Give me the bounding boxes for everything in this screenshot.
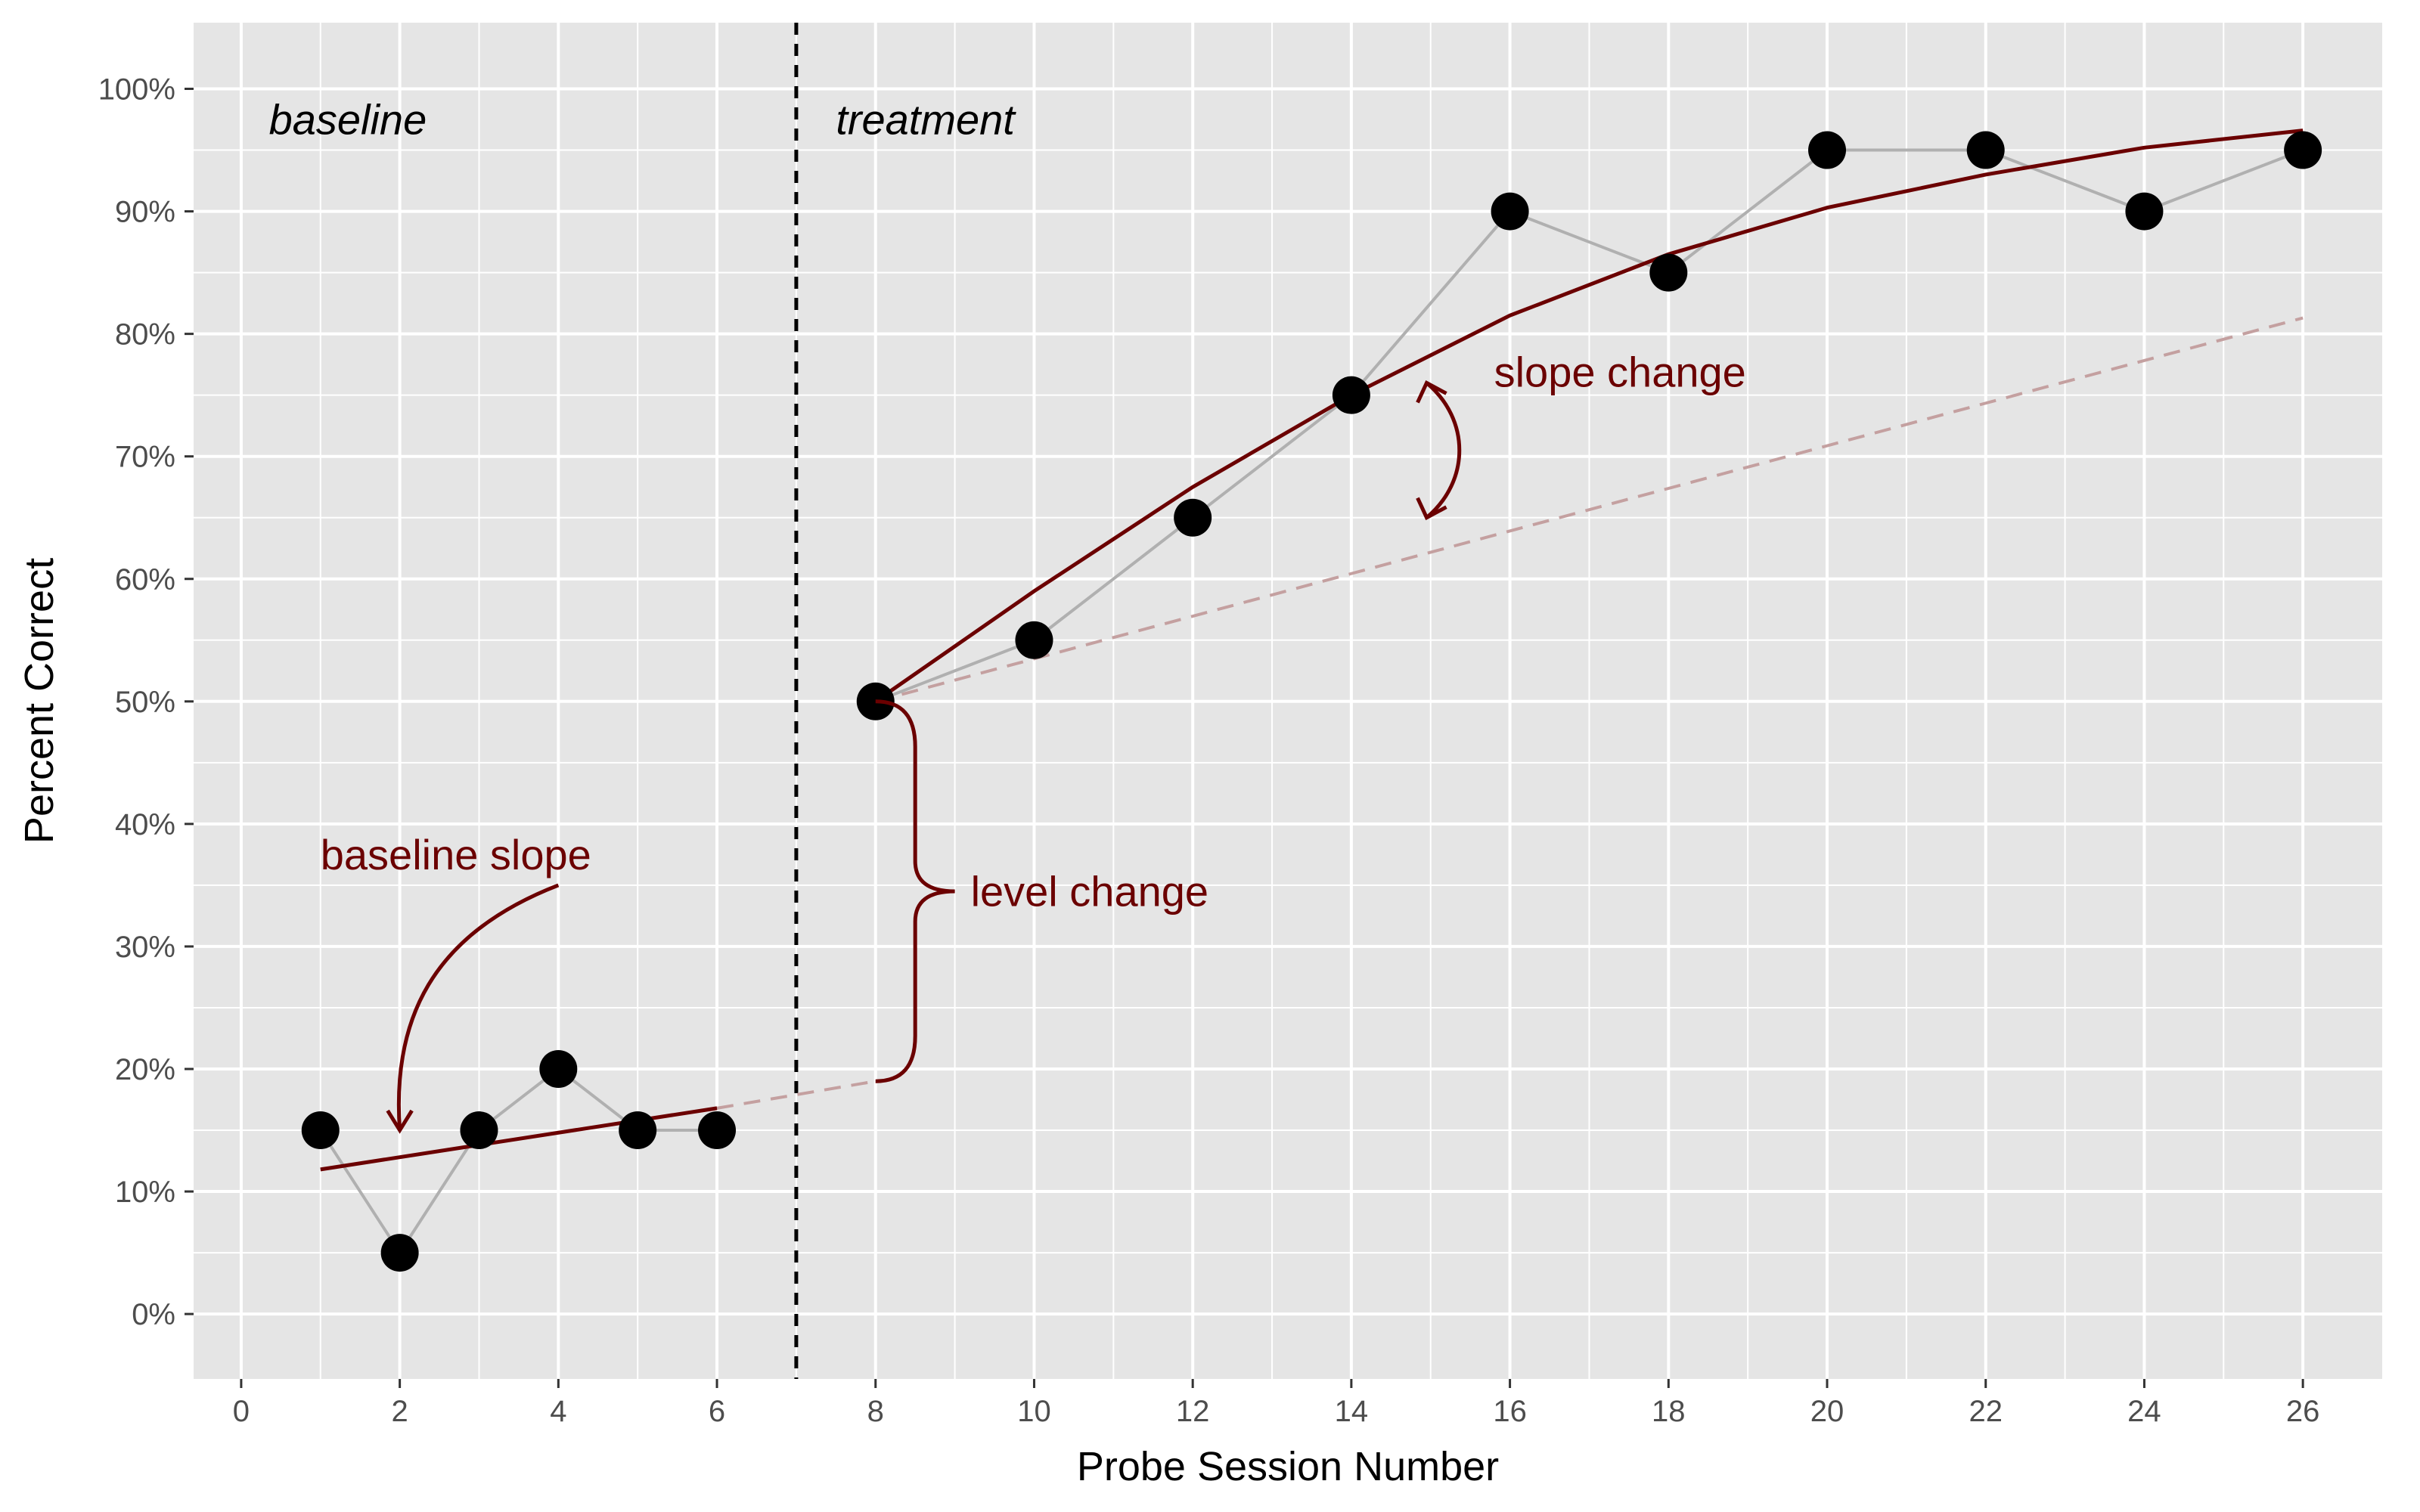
y-tick-label: 90% xyxy=(115,196,175,229)
y-tick-label: 70% xyxy=(115,441,175,474)
x-tick-label: 2 xyxy=(391,1395,408,1428)
data-point xyxy=(2284,131,2322,169)
data-point xyxy=(1491,192,1529,231)
treatment-data-line xyxy=(875,148,2304,703)
treatment-projection-line xyxy=(875,316,2304,703)
x-tick-label: 6 xyxy=(709,1395,725,1428)
data-point xyxy=(1966,131,2005,169)
data-point xyxy=(301,1111,340,1150)
annotation-baseline-slope: baseline slope xyxy=(321,831,591,878)
x-tick-label: 10 xyxy=(1017,1395,1051,1428)
data-point xyxy=(698,1111,737,1150)
x-tick-label: 22 xyxy=(1969,1395,2003,1428)
y-tick-label: 80% xyxy=(115,318,175,352)
x-tick-label: 4 xyxy=(550,1395,566,1428)
annotation-layer xyxy=(386,380,1462,1134)
data-point xyxy=(1332,376,1370,414)
grid-layer xyxy=(194,23,2382,1379)
data-point xyxy=(1174,498,1212,537)
data-point xyxy=(1649,253,1688,292)
phase-label-treatment: treatment xyxy=(836,95,1016,143)
baseline-slope-arrow xyxy=(396,883,560,1131)
data-point xyxy=(1808,131,1847,169)
data-point xyxy=(539,1049,578,1088)
series-layer xyxy=(301,23,2322,1379)
annotation-level-change: level change xyxy=(971,867,1208,915)
x-tick-label: 12 xyxy=(1176,1395,1210,1428)
x-axis-title: Probe Session Number xyxy=(1077,1444,1499,1489)
data-point xyxy=(380,1234,419,1272)
x-tick-label: 14 xyxy=(1335,1395,1369,1428)
y-tick-label: 10% xyxy=(115,1176,175,1209)
data-point xyxy=(1015,621,1053,659)
treatment-trend-line xyxy=(874,129,2304,703)
x-tick-label: 26 xyxy=(2286,1395,2320,1428)
slope-change-arrow xyxy=(1425,381,1462,519)
y-tick-label: 50% xyxy=(115,686,175,719)
annotation-slope-change: slope change xyxy=(1494,348,1746,395)
slope-change-arrowhead-top xyxy=(1416,380,1447,404)
data-point xyxy=(2125,192,2164,231)
y-tick-label: 0% xyxy=(132,1298,175,1331)
data-point xyxy=(460,1111,498,1150)
y-tick-label: 100% xyxy=(98,73,175,107)
x-tick-label: 18 xyxy=(1652,1395,1686,1428)
y-tick-label: 40% xyxy=(115,808,175,841)
y-tick-label: 30% xyxy=(115,931,175,964)
baseline-slope-arrowhead xyxy=(386,1109,414,1134)
y-axis-title: Percent Correct xyxy=(17,558,62,844)
y-tick-label: 60% xyxy=(115,563,175,596)
data-point xyxy=(619,1111,657,1150)
x-tick-label: 20 xyxy=(1810,1395,1844,1428)
x-tick-label: 24 xyxy=(2127,1395,2161,1428)
x-tick-label: 8 xyxy=(867,1395,884,1428)
tick-layer: 0 2 4 6 8 10 12 14 16 18 20 22 24 260%10%20%30%40%50%… xyxy=(98,73,2320,1428)
y-tick-label: 20% xyxy=(115,1053,175,1086)
phase-label-baseline: baseline xyxy=(269,95,427,143)
x-tick-label: 16 xyxy=(1493,1395,1527,1428)
x-tick-label: 0 xyxy=(233,1395,250,1428)
slope-change-arrowhead-bottom xyxy=(1416,497,1447,521)
